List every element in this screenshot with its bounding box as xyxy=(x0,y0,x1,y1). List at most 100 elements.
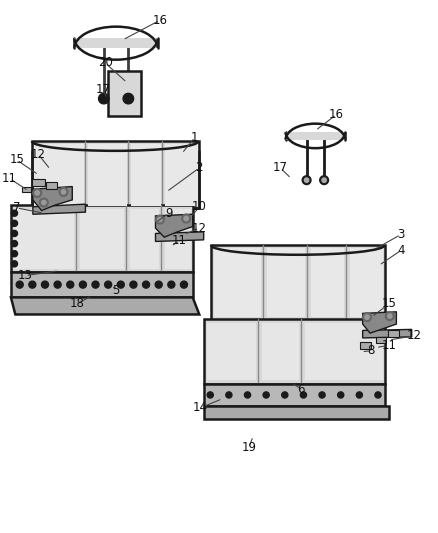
Circle shape xyxy=(226,392,232,398)
Text: 5: 5 xyxy=(113,284,120,297)
Circle shape xyxy=(11,210,18,216)
Circle shape xyxy=(182,214,191,223)
Circle shape xyxy=(184,216,188,221)
Polygon shape xyxy=(363,312,396,333)
Text: 4: 4 xyxy=(397,244,405,257)
Text: 11: 11 xyxy=(381,339,396,352)
Circle shape xyxy=(263,392,269,398)
Circle shape xyxy=(155,215,164,224)
Circle shape xyxy=(304,178,309,182)
Circle shape xyxy=(356,392,362,398)
Polygon shape xyxy=(214,248,261,317)
Circle shape xyxy=(11,251,18,257)
Polygon shape xyxy=(22,187,31,192)
Polygon shape xyxy=(46,182,57,189)
Polygon shape xyxy=(305,323,382,379)
Polygon shape xyxy=(286,132,345,140)
Circle shape xyxy=(130,281,137,288)
Text: 8: 8 xyxy=(368,344,375,357)
Polygon shape xyxy=(311,248,344,317)
Circle shape xyxy=(61,190,66,194)
Polygon shape xyxy=(34,144,84,206)
Polygon shape xyxy=(88,144,127,206)
Circle shape xyxy=(388,314,392,318)
Polygon shape xyxy=(33,187,72,211)
Polygon shape xyxy=(108,70,141,116)
Polygon shape xyxy=(14,209,74,269)
Circle shape xyxy=(338,392,344,398)
Circle shape xyxy=(155,281,162,288)
Polygon shape xyxy=(267,248,304,317)
Polygon shape xyxy=(155,214,193,237)
Polygon shape xyxy=(204,384,385,406)
Circle shape xyxy=(282,392,288,398)
Text: 18: 18 xyxy=(69,297,84,310)
Circle shape xyxy=(11,230,18,237)
Circle shape xyxy=(33,189,42,197)
Text: 15: 15 xyxy=(381,297,396,310)
Text: 2: 2 xyxy=(195,161,203,174)
Circle shape xyxy=(142,281,149,288)
Text: 14: 14 xyxy=(193,401,208,414)
Polygon shape xyxy=(32,141,199,208)
Polygon shape xyxy=(32,179,45,186)
Circle shape xyxy=(365,315,369,319)
Circle shape xyxy=(207,392,213,398)
Polygon shape xyxy=(350,248,382,317)
Circle shape xyxy=(244,392,251,398)
Text: 11: 11 xyxy=(2,172,17,185)
Polygon shape xyxy=(33,204,85,214)
Text: 9: 9 xyxy=(165,207,173,220)
Circle shape xyxy=(35,191,39,195)
Text: 10: 10 xyxy=(192,200,207,213)
Text: 20: 20 xyxy=(98,56,113,69)
Circle shape xyxy=(385,312,394,320)
Circle shape xyxy=(117,281,124,288)
Text: 13: 13 xyxy=(18,269,33,282)
Text: 6: 6 xyxy=(297,383,305,395)
Polygon shape xyxy=(130,209,159,269)
Circle shape xyxy=(42,281,49,288)
Polygon shape xyxy=(261,323,299,379)
Polygon shape xyxy=(11,297,199,314)
Polygon shape xyxy=(204,406,389,419)
Text: 16: 16 xyxy=(152,14,167,27)
Circle shape xyxy=(302,176,311,184)
Circle shape xyxy=(322,178,326,182)
Circle shape xyxy=(180,281,187,288)
Polygon shape xyxy=(80,209,124,269)
Text: 17: 17 xyxy=(95,83,110,96)
Circle shape xyxy=(11,240,18,247)
Circle shape xyxy=(319,392,325,398)
Circle shape xyxy=(54,281,61,288)
Polygon shape xyxy=(11,272,193,297)
Polygon shape xyxy=(165,209,191,269)
Polygon shape xyxy=(363,329,412,338)
Circle shape xyxy=(11,261,18,267)
Circle shape xyxy=(11,220,18,227)
Text: 3: 3 xyxy=(397,228,404,241)
Polygon shape xyxy=(204,319,385,384)
Polygon shape xyxy=(11,205,193,272)
Polygon shape xyxy=(155,232,204,241)
Circle shape xyxy=(42,200,46,205)
Circle shape xyxy=(300,392,307,398)
Text: 7: 7 xyxy=(13,201,21,214)
Text: 15: 15 xyxy=(9,154,24,166)
Text: 1: 1 xyxy=(191,131,199,144)
Text: 19: 19 xyxy=(241,441,256,454)
Circle shape xyxy=(363,313,371,321)
Polygon shape xyxy=(74,38,158,48)
Circle shape xyxy=(320,176,328,184)
Circle shape xyxy=(99,93,109,104)
Text: 12: 12 xyxy=(406,329,421,342)
Circle shape xyxy=(29,281,36,288)
Circle shape xyxy=(59,188,68,196)
Circle shape xyxy=(105,281,112,288)
Polygon shape xyxy=(131,144,161,206)
Polygon shape xyxy=(360,342,371,349)
Circle shape xyxy=(158,217,162,222)
Text: 17: 17 xyxy=(273,161,288,174)
Polygon shape xyxy=(388,330,399,336)
Circle shape xyxy=(39,198,48,207)
